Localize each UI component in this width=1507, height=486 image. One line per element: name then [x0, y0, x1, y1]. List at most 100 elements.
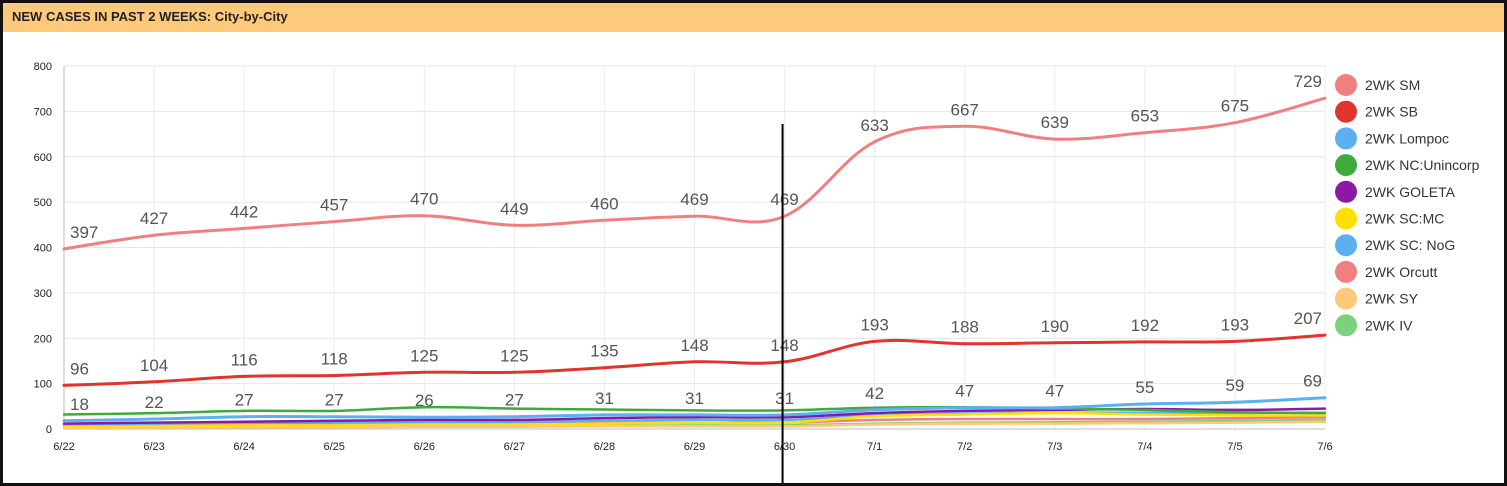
data-label-2wk-lompoc: 55	[1135, 378, 1154, 397]
x-tick-label: 6/27	[504, 441, 525, 453]
data-label-2wk-sm: 460	[590, 194, 618, 213]
data-label-2wk-sm: 639	[1041, 113, 1069, 132]
legend-swatch	[1335, 154, 1357, 177]
legend: 2WK SM 2WK SB 2WK Lompoc 2WK NC:Unincorp 2WK…	[1335, 74, 1480, 337]
data-label-2wk-lompoc: 31	[685, 389, 704, 408]
data-label-2wk-sm: 397	[70, 223, 98, 242]
data-label-2wk-sb: 148	[770, 336, 798, 355]
data-label-2wk-sb: 148	[680, 336, 708, 355]
data-label-2wk-lompoc: 26	[415, 391, 434, 410]
x-tick-label: 7/3	[1047, 441, 1062, 453]
series-line-2wk-nc-unincorp	[62, 405, 1327, 416]
data-label-2wk-lompoc: 42	[865, 384, 884, 403]
data-label-2wk-sm: 427	[140, 209, 168, 228]
x-tick-label: 6/24	[233, 441, 254, 453]
data-label-2wk-sm: 469	[680, 190, 708, 209]
data-label-2wk-sb: 104	[140, 356, 168, 375]
data-label-2wk-sm: 469	[770, 190, 798, 209]
data-label-2wk-sm: 457	[320, 196, 348, 215]
legend-label: 2WK Orcutt	[1365, 264, 1437, 280]
data-label-2wk-lompoc: 27	[325, 391, 344, 410]
data-label-2wk-lompoc: 69	[1303, 372, 1322, 391]
y-tick-label: 0	[46, 424, 52, 436]
legend-label: 2WK IV	[1365, 317, 1413, 333]
x-tick-label: 6/28	[594, 441, 615, 453]
x-tick-label: 7/6	[1317, 441, 1332, 453]
data-label-2wk-lompoc: 18	[70, 395, 89, 414]
legend-label: 2WK SC:MC	[1365, 211, 1444, 227]
y-tick-label: 700	[34, 106, 52, 118]
legend-label: 2WK SB	[1365, 104, 1418, 120]
y-tick-label: 400	[34, 243, 52, 255]
series-line-2wk-sc-mc	[62, 411, 1327, 428]
series-line-2wk-sm	[62, 96, 1327, 251]
chart-title: NEW CASES IN PAST 2 WEEKS: City-by-City	[12, 9, 288, 24]
data-label-2wk-lompoc: 27	[235, 391, 254, 410]
x-tick-label: 6/23	[143, 441, 164, 453]
data-label-2wk-sb: 207	[1294, 309, 1322, 328]
data-label-2wk-sb: 96	[70, 359, 89, 378]
data-label-2wk-sm: 653	[1131, 107, 1159, 126]
data-label-2wk-sb: 125	[500, 346, 528, 365]
y-tick-label: 600	[34, 152, 52, 164]
legend-swatch	[1335, 127, 1357, 150]
y-tick-label: 300	[34, 288, 52, 300]
data-label-2wk-sm: 675	[1221, 97, 1249, 116]
legend-label: 2WK SC: NoG	[1365, 237, 1455, 253]
data-label-2wk-sm: 633	[860, 116, 888, 135]
x-tick-label: 6/25	[324, 441, 345, 453]
legend-swatch	[1335, 260, 1357, 283]
data-label-2wk-sm: 470	[410, 190, 438, 209]
data-label-2wk-sb: 116	[231, 350, 258, 369]
data-label-2wk-sm: 442	[230, 202, 258, 221]
x-tick-label: 6/30	[774, 441, 795, 453]
legend-swatch	[1335, 100, 1357, 123]
y-tick-label: 200	[34, 333, 52, 345]
data-label-2wk-sb: 193	[860, 315, 888, 334]
x-tick-label: 7/1	[867, 441, 882, 453]
legend-label: 2WK NC:Unincorp	[1365, 157, 1480, 173]
y-tick-label: 100	[34, 379, 52, 391]
x-tick-label: 7/5	[1227, 441, 1242, 453]
data-label-2wk-sm: 667	[951, 100, 979, 119]
legend-swatch	[1335, 207, 1357, 230]
series-line-2wk-sy	[62, 420, 1327, 430]
data-label-2wk-sb: 192	[1131, 316, 1159, 335]
data-label-2wk-lompoc: 27	[505, 391, 524, 410]
data-label-2wk-sb: 118	[321, 349, 348, 368]
x-tick-label: 7/4	[1137, 441, 1152, 453]
data-label-2wk-sb: 135	[590, 342, 618, 361]
legend-swatch	[1335, 180, 1357, 203]
legend-label: 2WK SY	[1365, 291, 1419, 307]
data-label-2wk-lompoc: 31	[775, 389, 794, 408]
legend-label: 2WK SM	[1365, 77, 1420, 93]
legend-label: 2WK GOLETA	[1365, 184, 1456, 200]
legend-swatch	[1335, 234, 1357, 257]
x-tick-label: 6/26	[414, 441, 435, 453]
data-label-2wk-sb: 193	[1221, 315, 1249, 334]
legend-swatch	[1335, 314, 1357, 337]
title-bar: NEW CASES IN PAST 2 WEEKS: City-by-City	[3, 3, 1504, 32]
data-label-2wk-lompoc: 47	[955, 382, 974, 401]
legend-swatch	[1335, 74, 1357, 96]
y-tick-label: 800	[34, 61, 52, 73]
x-tick-label: 7/2	[957, 441, 972, 453]
series-line-2wk-lompoc	[62, 396, 1327, 423]
data-label-2wk-sb: 190	[1041, 317, 1069, 336]
data-label-2wk-lompoc: 47	[1045, 382, 1064, 401]
legend-swatch	[1335, 287, 1357, 310]
x-tick-label: 6/22	[53, 441, 74, 453]
x-tick-label: 6/29	[684, 441, 705, 453]
data-label-2wk-sb: 188	[951, 318, 979, 337]
series-line-2wk-sb	[62, 333, 1327, 387]
data-label-2wk-lompoc: 59	[1225, 376, 1244, 395]
y-tick-label: 500	[34, 197, 52, 209]
data-label-2wk-sm: 729	[1294, 72, 1322, 91]
data-label-2wk-lompoc: 22	[145, 393, 164, 412]
legend-label: 2WK Lompoc	[1365, 130, 1449, 146]
data-label-2wk-lompoc: 31	[595, 389, 614, 408]
data-label-2wk-sb: 125	[410, 346, 438, 365]
grid	[63, 65, 1326, 430]
